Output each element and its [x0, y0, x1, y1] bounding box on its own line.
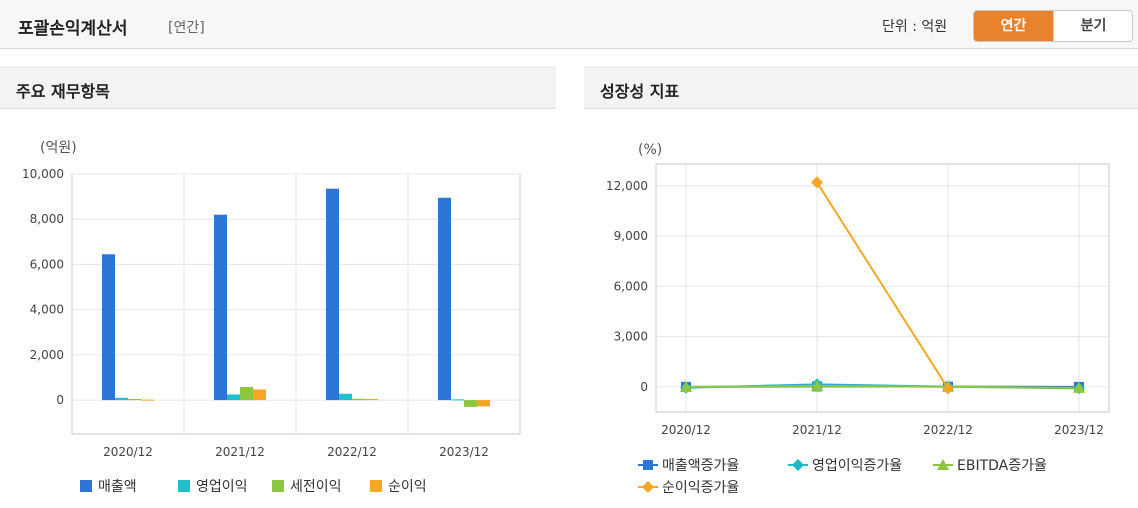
legend-item: 영업이익증가율 [788, 455, 902, 475]
bar-chart-legend: 매출액 영업이익 세전이익 순이익 [80, 476, 550, 500]
legend-item: EBITDA증가율 [933, 455, 1047, 475]
bar-매출액 [438, 197, 451, 401]
financial-items-bar-chart: 0 2,000 4,000 6,000 8,000 10,000 (억원) 2020/12 20… [22, 140, 521, 459]
y-tick-label: 0 [640, 380, 648, 394]
bar-순이익 [477, 400, 490, 407]
bar-영업이익 [451, 399, 464, 401]
legend-item: 세전이익 [272, 476, 342, 496]
point-EBITDA증가율 [811, 379, 823, 391]
legend-item: 순이익 [370, 476, 427, 496]
legend-label: 영업이익 [196, 479, 248, 495]
x-tick-label: 2023/12 [1054, 423, 1104, 437]
legend-item: 매출액증가율 [638, 455, 739, 475]
bar-영업이익 [227, 394, 240, 401]
legend-swatch [80, 480, 92, 492]
bar-순이익 [365, 398, 378, 401]
y-tick-label: 9,000 [614, 229, 648, 243]
growth-indicators-line-chart: 0 3,000 6,000 9,000 12,000 (%) 2020/12 2021/12 2… [606, 142, 1110, 437]
bar-세전이익 [464, 400, 477, 407]
x-tick-label: 2022/12 [923, 423, 973, 437]
legend-swatch [178, 480, 190, 492]
y-tick-label: 8,000 [30, 212, 64, 226]
point-EBITDA증가율 [680, 381, 692, 393]
left-panel-title: 주요 재무항목 [16, 82, 110, 101]
legend-label: 매출액 [98, 479, 137, 495]
plot-area [655, 163, 1110, 413]
period-subtitle: [연간] [168, 20, 205, 36]
bar-세전이익 [352, 398, 365, 401]
y-tick-label: 2,000 [30, 348, 64, 362]
legend-item: 매출액 [80, 476, 137, 496]
bar-매출액 [102, 254, 115, 401]
legend-label: 순이익 [388, 479, 427, 495]
annual-button[interactable]: 연간 [974, 11, 1053, 41]
point-순이익증가율 [942, 382, 954, 395]
y-tick-label: 12,000 [606, 179, 648, 193]
bar-영업이익 [339, 393, 352, 401]
legend-marker [638, 481, 658, 493]
bar-세전이익 [128, 398, 141, 401]
unit-label: 단위 : 억원 [882, 19, 948, 35]
point-EBITDA증가율 [1073, 381, 1085, 393]
bar-영업이익 [115, 397, 128, 401]
legend-swatch [370, 480, 382, 492]
y-tick-label: 6,000 [614, 279, 648, 293]
left-panel-header: 주요 재무항목 [0, 66, 556, 109]
legend-label: 매출액증가율 [662, 458, 740, 474]
quarterly-button[interactable]: 분기 [1053, 11, 1132, 41]
bar-세전이익 [240, 386, 253, 401]
top-bar: 포괄손익계산서 [연간] 단위 : 억원 연간 분기 [0, 0, 1138, 49]
point-순이익증가율 [811, 176, 823, 189]
y-tick-label: 10,000 [22, 167, 64, 181]
y-tick-label: 3,000 [614, 330, 648, 344]
page-title: 포괄손익계산서 [18, 19, 128, 39]
x-tick-label: 2021/12 [792, 423, 842, 437]
x-tick-label: 2022/12 [327, 445, 377, 459]
bar-매출액 [214, 214, 227, 401]
right-panel-header: 성장성 지표 [584, 66, 1138, 109]
bar-순이익 [141, 399, 154, 401]
x-tick-label: 2021/12 [215, 445, 265, 459]
x-tick-label: 2020/12 [661, 423, 711, 437]
x-tick-label: 2023/12 [439, 445, 489, 459]
y-tick-label: 6,000 [30, 257, 64, 271]
legend-marker [788, 459, 808, 471]
bar-매출액 [326, 188, 339, 401]
y-tick-label: 4,000 [30, 303, 64, 317]
x-tick-label: 2020/12 [103, 445, 153, 459]
legend-label: EBITDA증가율 [957, 458, 1047, 474]
period-toggle: 연간 분기 [973, 10, 1133, 42]
legend-marker [933, 459, 953, 470]
legend-item: 영업이익 [178, 476, 248, 496]
y-axis-label: (%) [638, 142, 662, 158]
legend-marker [638, 460, 658, 470]
series-line-EBITDA증가율 [685, 384, 1080, 389]
right-panel-title: 성장성 지표 [600, 82, 680, 101]
legend-swatch [272, 480, 284, 492]
y-axis-label: (억원) [40, 140, 77, 156]
y-tick-label: 0 [56, 393, 64, 407]
legend-label: 순이익증가율 [662, 480, 740, 496]
bar-순이익 [253, 389, 266, 401]
legend-item: 순이익증가율 [638, 477, 739, 497]
legend-label: 세전이익 [290, 479, 342, 495]
legend-label: 영업이익증가율 [812, 458, 903, 474]
series-line-순이익증가율 [816, 181, 949, 389]
